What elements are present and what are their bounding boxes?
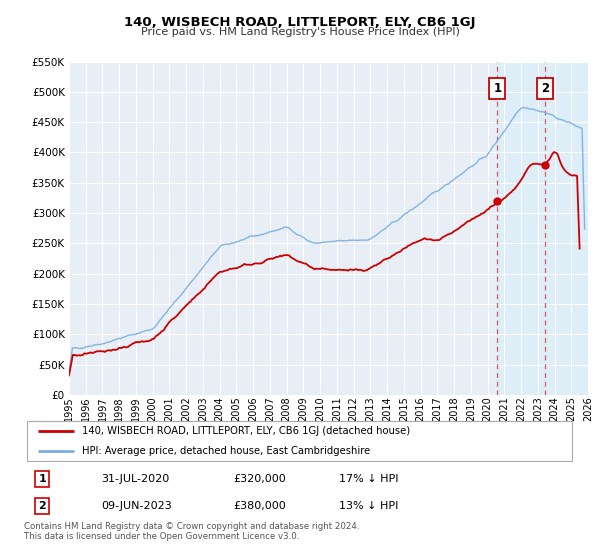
FancyBboxPatch shape <box>27 421 572 461</box>
Text: 140, WISBECH ROAD, LITTLEPORT, ELY, CB6 1GJ (detached house): 140, WISBECH ROAD, LITTLEPORT, ELY, CB6 … <box>82 426 410 436</box>
Bar <box>545 62 588 395</box>
Text: HPI: Average price, detached house, East Cambridgeshire: HPI: Average price, detached house, East… <box>82 446 370 456</box>
Text: Contains HM Land Registry data © Crown copyright and database right 2024.
This d: Contains HM Land Registry data © Crown c… <box>24 522 359 542</box>
Text: Price paid vs. HM Land Registry's House Price Index (HPI): Price paid vs. HM Land Registry's House … <box>140 27 460 37</box>
Text: 140, WISBECH ROAD, LITTLEPORT, ELY, CB6 1GJ: 140, WISBECH ROAD, LITTLEPORT, ELY, CB6 … <box>124 16 476 29</box>
Bar <box>545 62 588 395</box>
Text: 2: 2 <box>541 82 549 95</box>
Text: 09-JUN-2023: 09-JUN-2023 <box>101 501 172 511</box>
Text: 2: 2 <box>38 501 46 511</box>
Text: 13% ↓ HPI: 13% ↓ HPI <box>338 501 398 511</box>
Text: 1: 1 <box>493 82 502 95</box>
Text: £320,000: £320,000 <box>234 474 287 484</box>
Text: £380,000: £380,000 <box>234 501 287 511</box>
Text: 17% ↓ HPI: 17% ↓ HPI <box>338 474 398 484</box>
Bar <box>497 62 545 395</box>
Text: 31-JUL-2020: 31-JUL-2020 <box>101 474 170 484</box>
Text: 1: 1 <box>38 474 46 484</box>
